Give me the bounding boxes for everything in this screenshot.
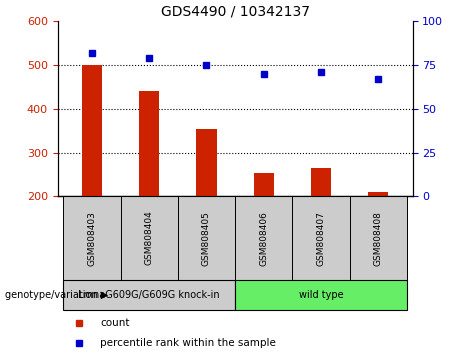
Text: LmnaG609G/G609G knock-in: LmnaG609G/G609G knock-in xyxy=(78,290,220,300)
Bar xyxy=(63,196,121,280)
Text: percentile rank within the sample: percentile rank within the sample xyxy=(100,338,276,348)
Bar xyxy=(139,91,159,196)
Bar xyxy=(235,196,292,280)
Text: GSM808407: GSM808407 xyxy=(317,211,325,266)
Bar xyxy=(82,65,102,196)
Bar xyxy=(292,196,349,280)
Bar xyxy=(196,129,217,196)
Bar xyxy=(311,168,331,196)
Text: count: count xyxy=(100,318,130,328)
Bar xyxy=(235,280,407,310)
Text: genotype/variation ▶: genotype/variation ▶ xyxy=(5,290,108,300)
Bar xyxy=(178,196,235,280)
Text: GSM808404: GSM808404 xyxy=(145,211,154,266)
Text: GSM808405: GSM808405 xyxy=(202,211,211,266)
Bar xyxy=(254,173,274,196)
Bar xyxy=(121,196,178,280)
Bar xyxy=(368,192,388,196)
Text: GSM808403: GSM808403 xyxy=(88,211,96,266)
Text: wild type: wild type xyxy=(299,290,343,300)
Text: GSM808408: GSM808408 xyxy=(374,211,383,266)
Text: GSM808406: GSM808406 xyxy=(259,211,268,266)
Bar xyxy=(349,196,407,280)
Title: GDS4490 / 10342137: GDS4490 / 10342137 xyxy=(160,5,310,19)
Bar xyxy=(63,280,235,310)
